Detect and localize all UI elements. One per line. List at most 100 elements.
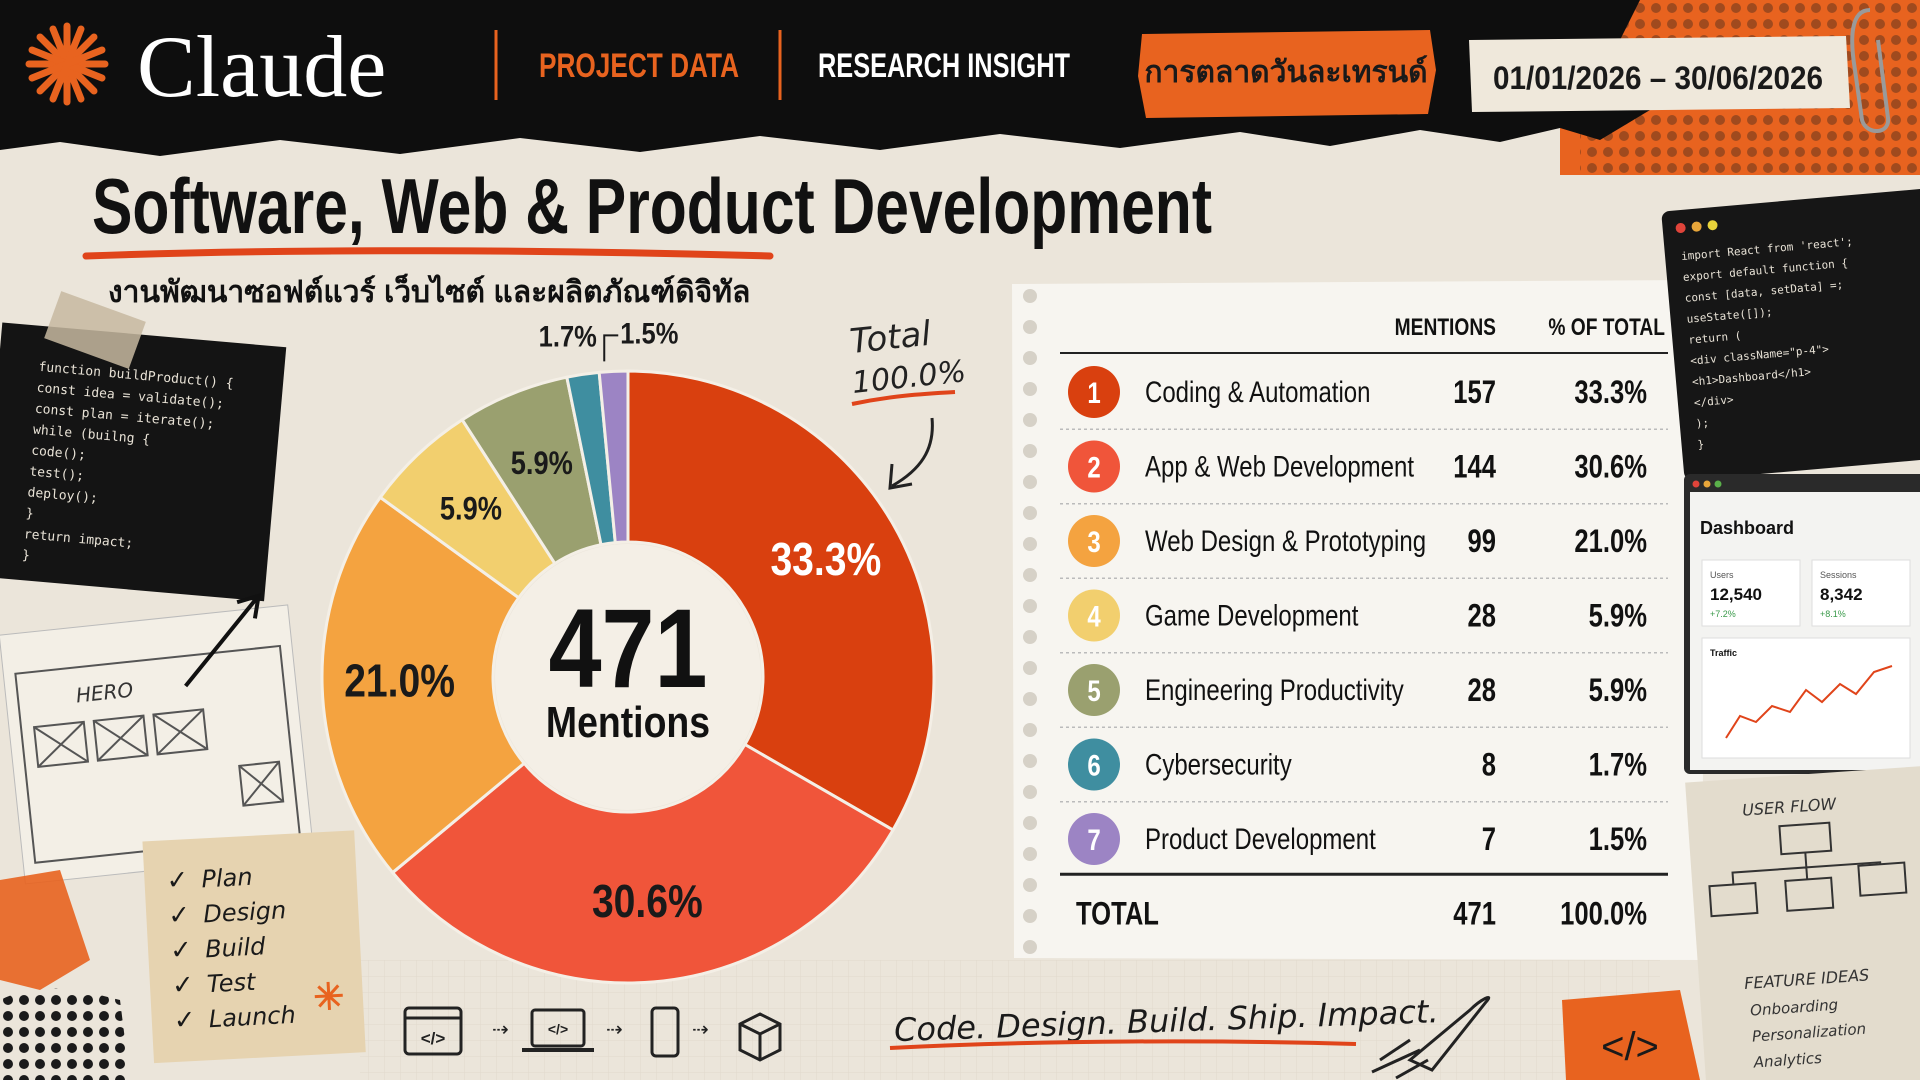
- metric-label: Users: [1710, 570, 1734, 580]
- flow-boxes: [1708, 821, 1908, 918]
- checklist-note: ✓ Plan ✓ Design ✓ Build ✓ Test ✓ Launch: [142, 830, 366, 1064]
- hole: [1023, 568, 1037, 582]
- check-mark: ✓: [168, 899, 191, 930]
- checklist-item: Build: [204, 932, 266, 963]
- check-mark: ✓: [173, 1004, 196, 1035]
- orange-scrap: [0, 870, 90, 990]
- tag: การตลาดวันละเทรนด์: [1144, 55, 1427, 89]
- rank: 1: [1087, 377, 1100, 410]
- mentions: 8: [1482, 747, 1496, 783]
- subtitle: งานพัฒนาซอฟต์แวร์ เว็บไซต์ และผลิตภัณฑ์ด…: [108, 273, 750, 309]
- check-mark: ✓: [169, 934, 192, 965]
- segment-label: 1.5%: [620, 317, 678, 350]
- percent: 21.0%: [1574, 523, 1647, 559]
- segment-label: 21.0%: [344, 655, 455, 707]
- rank: 4: [1087, 601, 1101, 634]
- hole: [1023, 630, 1037, 644]
- percent: 33.3%: [1574, 374, 1647, 410]
- checklist-item: Plan: [201, 863, 253, 894]
- code-icon: </>: [1601, 1025, 1659, 1069]
- hole: [1023, 537, 1037, 551]
- percent: 1.5%: [1589, 821, 1647, 857]
- metric-change: +8.1%: [1820, 609, 1846, 619]
- paper-holes: [1023, 289, 1037, 954]
- hole: [1023, 475, 1037, 489]
- donut-segment: [597, 369, 630, 545]
- segment-label: 5.9%: [440, 490, 502, 526]
- code-line: </div>: [1693, 393, 1734, 409]
- logo-mark: [25, 22, 109, 106]
- category-name: Cybersecurity: [1145, 749, 1292, 782]
- table-paper: [1012, 280, 1704, 960]
- code-line: );: [1695, 416, 1709, 430]
- annotation-arrow: [888, 417, 934, 490]
- rank-badge: [1068, 589, 1120, 642]
- total-percent: 100.0%: [1560, 896, 1647, 932]
- asterisk: [314, 981, 343, 1011]
- hole: [1023, 382, 1037, 396]
- code-paper: [0, 322, 287, 602]
- flow-arrow: ⇢: [606, 1019, 623, 1041]
- metric-label: Sessions: [1820, 570, 1857, 580]
- mentions: 99: [1468, 523, 1496, 559]
- mentions: 157: [1453, 374, 1496, 410]
- hole: [1023, 878, 1037, 892]
- segment-label: 5.9%: [511, 445, 573, 481]
- donut-segment: [626, 369, 936, 833]
- hole: [1023, 289, 1037, 303]
- table-card: MENTIONS % OF TOTAL 1 Coding & Automation 15…: [1012, 280, 1704, 960]
- date-range: 01/01/2026 – 30/06/2026: [1493, 60, 1823, 96]
- user-flow-note: USER FLOW FEATURE IDEAS OnboardingPerson…: [1685, 765, 1920, 1080]
- code-line: deploy();: [27, 485, 98, 506]
- hole: [1023, 351, 1037, 365]
- hole: [1023, 661, 1037, 675]
- hole: [1023, 692, 1037, 706]
- feature-item: Analytics: [1752, 1049, 1822, 1072]
- rank: 7: [1087, 824, 1100, 857]
- donut-hole: [495, 544, 761, 810]
- total-label: TOTAL: [1076, 896, 1159, 932]
- rank: 5: [1087, 675, 1100, 708]
- donut-segment: [390, 742, 896, 985]
- flow-arrow: ⇢: [692, 1019, 709, 1041]
- mentions: 28: [1468, 598, 1496, 634]
- hole: [1023, 506, 1037, 520]
- metric-card: [1701, 559, 1801, 627]
- segment-label: 1.7%: [539, 321, 597, 354]
- checklist-item: Launch: [208, 1001, 296, 1034]
- hole: [1023, 816, 1037, 830]
- rank-badge: [1068, 515, 1120, 567]
- annotation-underline: [851, 390, 956, 406]
- center-value: 471: [549, 586, 708, 711]
- data-table: MENTIONS % OF TOTAL 1 Coding & Automation 15…: [1060, 314, 1668, 932]
- code-line: test();: [29, 464, 85, 484]
- code-line: }: [21, 548, 30, 564]
- rank-badge: [1068, 738, 1120, 791]
- percent: 1.7%: [1589, 747, 1647, 783]
- icon-label: </>: [421, 1029, 446, 1048]
- tape: [44, 291, 146, 369]
- flow-arrow: ⇢: [492, 1019, 509, 1041]
- code-window: import React from 'react';export default…: [1661, 187, 1920, 480]
- hole: [1023, 444, 1037, 458]
- metric-value: 8,342: [1820, 585, 1863, 604]
- donut-segment: [320, 495, 527, 875]
- hole: [1023, 723, 1037, 737]
- header: Claude PROJECT DATA RESEARCH INSIGHT การ…: [0, 0, 1920, 175]
- hole: [1023, 599, 1037, 613]
- checklist-item: Test: [206, 968, 257, 999]
- wireframe-label: HERO: [75, 678, 135, 708]
- code-line: }: [1697, 438, 1705, 452]
- column-header: MENTIONS: [1395, 314, 1496, 341]
- code-line: }: [25, 506, 34, 522]
- halftone: [0, 988, 130, 1080]
- sketch-arrow: [184, 593, 262, 688]
- sparkline: [1725, 665, 1893, 739]
- hole: [1023, 754, 1037, 768]
- rank: 6: [1087, 750, 1100, 783]
- check-mark: ✓: [171, 969, 194, 1000]
- center-label: Mentions: [546, 698, 710, 747]
- total-mentions: 471: [1453, 896, 1496, 932]
